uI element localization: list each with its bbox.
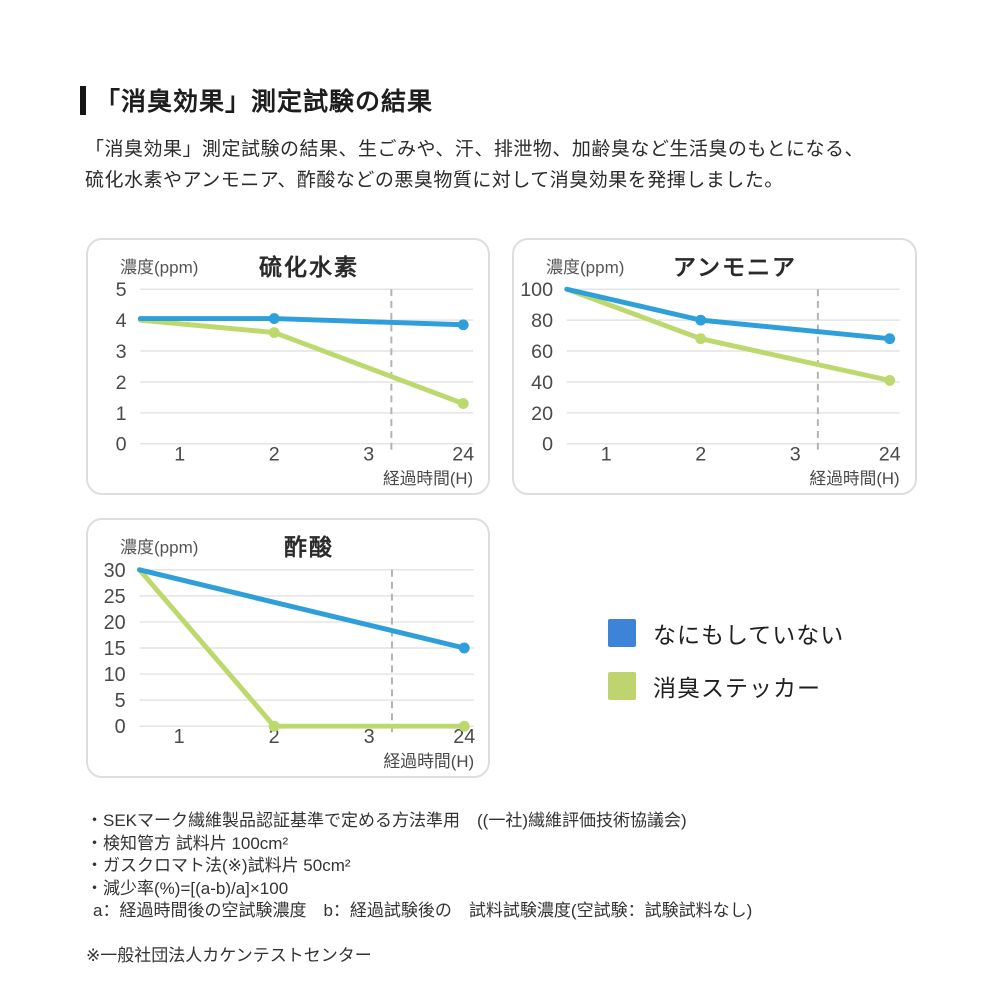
x-tick-label: 1: [174, 726, 185, 748]
legend-label-deodorant-sticker: 消臭ステッカー: [653, 675, 821, 701]
page-title: 「消臭効果」測定試験の結果: [95, 88, 434, 116]
line-chart-ammonia: 0 20 40 60 80 100 1 2 3 24 経過時間(H): [520, 279, 901, 488]
y-tick-label: 25: [104, 586, 126, 608]
footnote-line-4: ・減少率(%)=[(a-b)/a]×100: [86, 878, 289, 898]
legend-swatch-blue: [608, 619, 636, 647]
x-tick-label: 3: [363, 444, 374, 466]
series-dot: [884, 374, 896, 386]
series-dot: [457, 319, 469, 331]
y-tick-label: 40: [531, 372, 553, 394]
x-tick-label: 1: [174, 444, 185, 466]
chart-title-acetic-acid: 酢酸: [284, 534, 334, 560]
y-tick-label: 20: [104, 612, 126, 634]
y-tick-label: 5: [116, 279, 127, 301]
line-chart-hydrogen-sulfide: 0 1 2 3 4 5 1 2 3 24 経過時間(H): [116, 279, 475, 488]
footnote-line-2: ・検知管方 試料片 100cm²: [86, 833, 289, 853]
y-tick-label: 5: [115, 690, 126, 712]
y-tick-label: 2: [116, 372, 127, 394]
y-tick-label: 30: [104, 560, 126, 582]
series-line: [137, 567, 467, 651]
y-tick-label: 0: [116, 434, 127, 456]
series-dot: [695, 333, 707, 345]
page-heading: 「消臭効果」測定試験の結果: [80, 82, 433, 118]
y-tick-label: 4: [116, 310, 127, 332]
x-axis-label: 経過時間(H): [809, 469, 899, 488]
series-dot: [268, 327, 280, 338]
x-axis-label: 経過時間(H): [383, 752, 474, 771]
x-tick-label: 1: [601, 444, 612, 466]
legend: なにもしていない 消臭ステッカー: [608, 616, 844, 722]
intro-line-2: 硫化水素やアンモニア、酢酸などの悪臭物質に対して消臭効果を発揮しました。: [85, 170, 784, 191]
footnote-line-5: a：経過時間後の空試験濃度 b：経過試験後の 試料試験濃度(空試験：試験試料なし…: [93, 901, 753, 920]
y-tick-label: 10: [104, 664, 126, 686]
x-tick-label: 2: [269, 444, 280, 466]
series-dot: [695, 314, 707, 326]
series-dot: [458, 642, 470, 654]
y-tick-label: 0: [115, 716, 126, 738]
footnotes: ・SEKマーク繊維製品認証基準で定める方法準用 ((一社)繊維評価技術協議会) …: [86, 810, 752, 923]
chart-panel-acetic-acid: 0 5 10 15 20 25 30 1 2 3 24 経過時間(H) 濃度(ppm) 酢酸: [86, 518, 490, 778]
y-tick-label: 1: [116, 403, 127, 425]
y-tick-label: 20: [531, 403, 553, 425]
x-tick-label: 24: [452, 444, 474, 466]
x-axis-label: 経過時間(H): [383, 469, 473, 488]
y-tick-label: 100: [520, 279, 553, 301]
legend-swatch-green: [608, 672, 636, 700]
y-tick-label: 60: [531, 341, 553, 363]
series-dot: [268, 313, 280, 325]
intro-line-1: 「消臭効果」測定試験の結果、生ごみや、汗、排泄物、加齢臭など生活臭のもとになる、: [85, 139, 865, 160]
footnote-line-1: ・SEKマーク繊維製品認証基準で定める方法準用 ((一社)繊維評価技術協議会): [86, 811, 687, 830]
legend-label-untreated: なにもしていない: [653, 622, 845, 648]
y-tick-label: 15: [104, 638, 126, 660]
x-tick-label: 3: [364, 726, 375, 748]
chart-title-hydrogen-sulfide: 硫化水素: [259, 254, 359, 280]
legend-item-untreated: なにもしていない: [608, 616, 844, 650]
line-chart-acetic-acid: 0 5 10 15 20 25 30 1 2 3 24 経過時間(H): [104, 560, 476, 771]
series-dot: [458, 720, 470, 732]
y-axis-title: 濃度(ppm): [546, 258, 625, 277]
footnote-line-3: ・ガスクロマト法(※)試料片 50cm²: [86, 856, 351, 875]
chart-panel-ammonia: 0 20 40 60 80 100 1 2 3 24 経過時間(H) 濃度(ppm) アンモニア: [512, 238, 917, 495]
y-axis-title: 濃度(ppm): [120, 258, 199, 277]
y-tick-label: 80: [531, 310, 553, 332]
y-tick-label: 0: [542, 434, 553, 456]
series-line: [137, 317, 466, 407]
reference-note: ※一般社団法人カケンテストセンター: [86, 946, 372, 965]
series-dot: [884, 333, 896, 345]
series-line: [564, 286, 893, 342]
legend-item-deodorant-sticker: 消臭ステッカー: [608, 669, 844, 703]
intro-paragraph: 「消臭効果」測定試験の結果、生ごみや、汗、排泄物、加齢臭など生活臭のもとになる、…: [85, 134, 864, 196]
x-tick-label: 2: [269, 726, 280, 748]
x-tick-label: 2: [695, 444, 706, 466]
series-dot: [457, 398, 469, 410]
x-tick-label: 24: [453, 726, 475, 748]
x-tick-label: 3: [790, 444, 801, 466]
chart-title-ammonia: アンモニア: [672, 254, 798, 280]
y-axis-title: 濃度(ppm): [120, 538, 199, 557]
x-tick-label: 24: [879, 444, 901, 466]
series-dot: [268, 720, 280, 732]
y-tick-label: 3: [116, 341, 127, 363]
chart-panel-hydrogen-sulfide: 0 1 2 3 4 5 1 2 3 24 経過時間(H) 濃度(ppm) 硫化水素: [86, 238, 490, 495]
heading-bar: [80, 85, 86, 115]
